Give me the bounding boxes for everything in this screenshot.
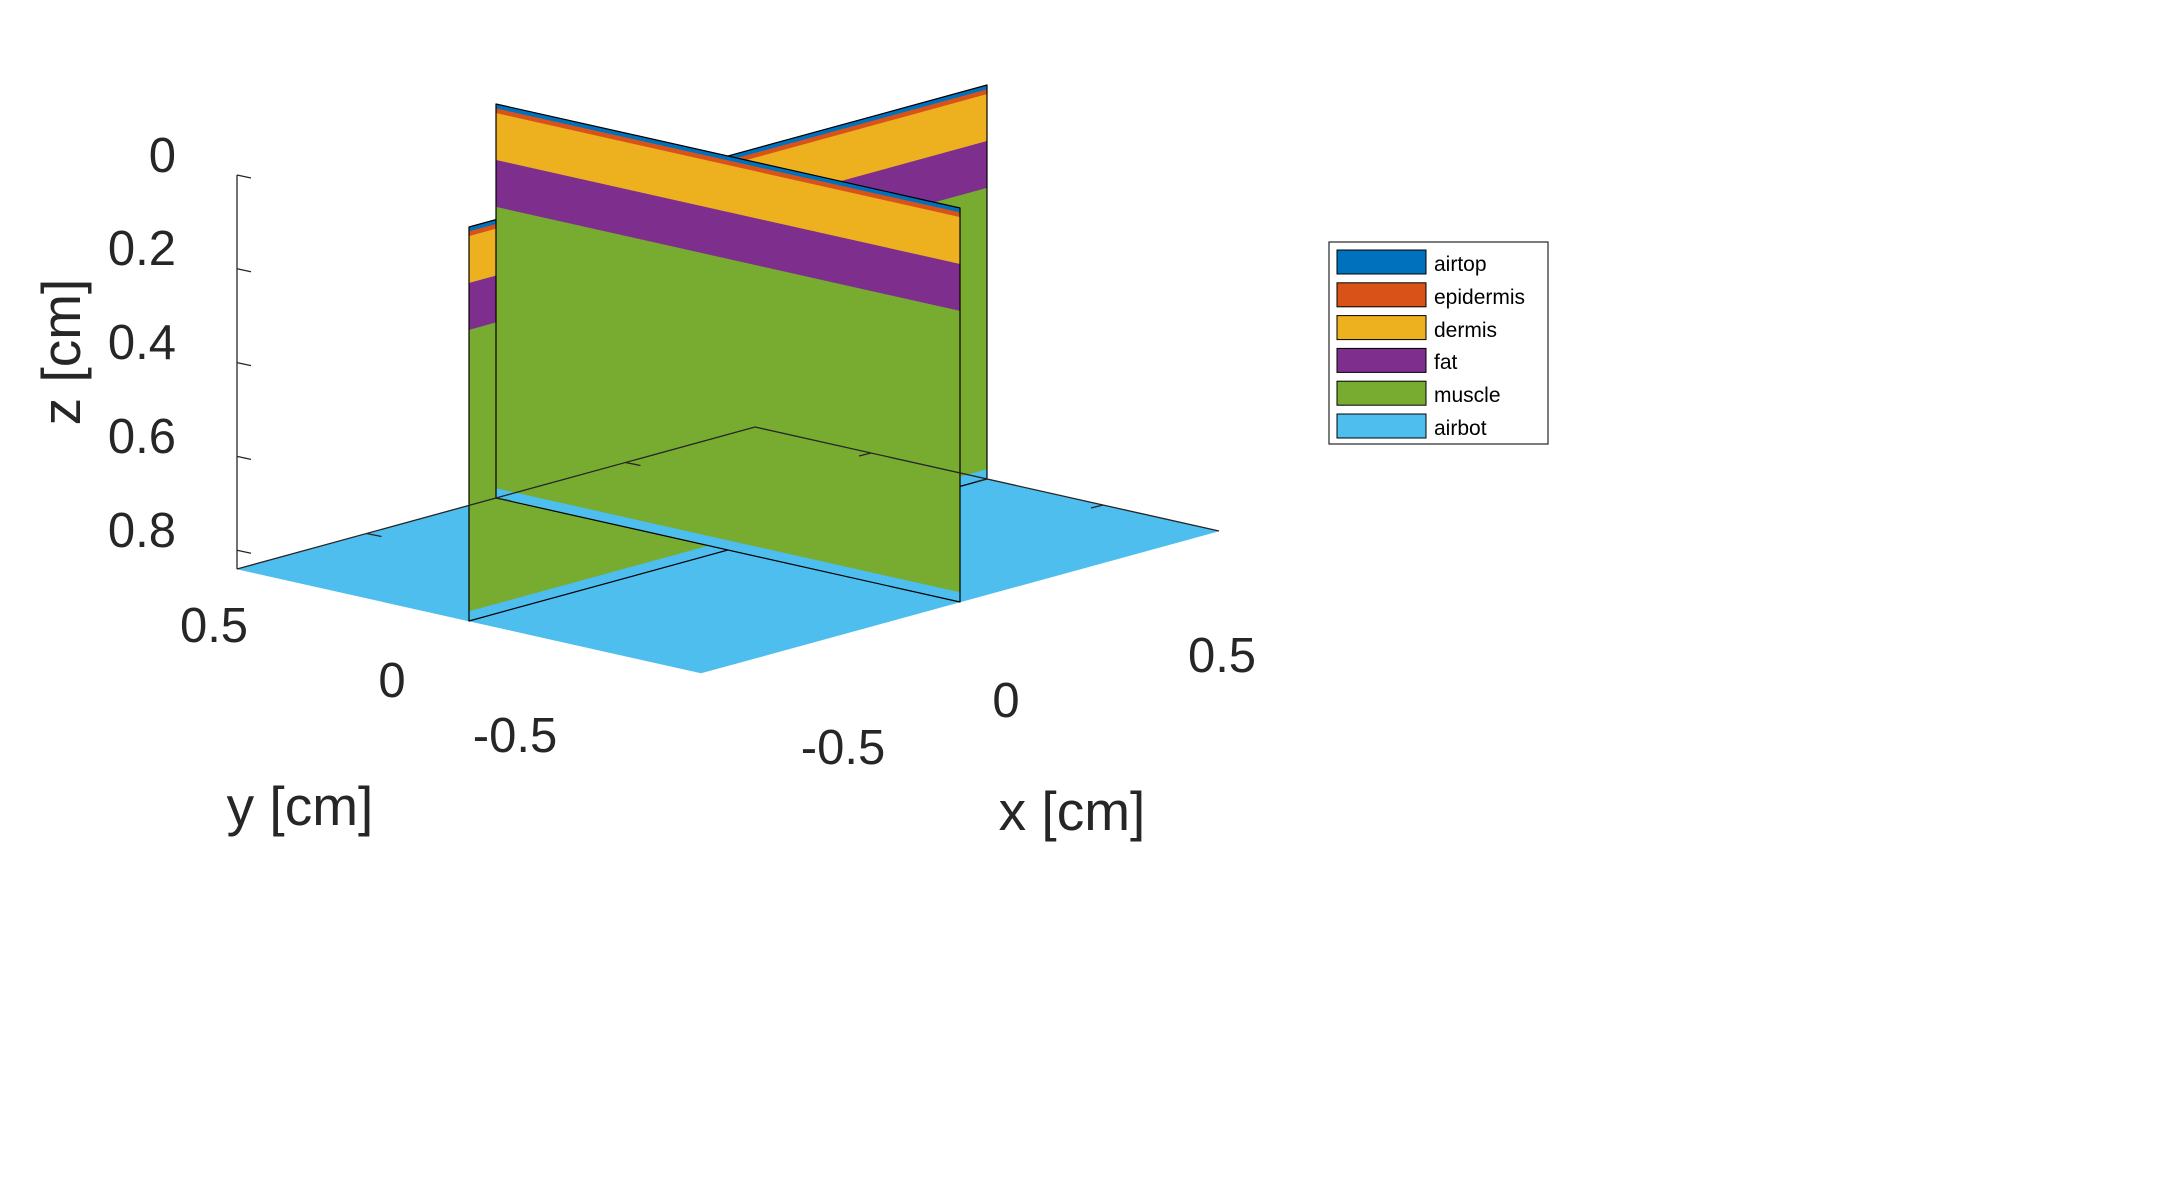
z-tick-label: 0.6 <box>108 410 176 464</box>
legend-box <box>1328 241 1549 445</box>
legend-swatch-muscle <box>1336 380 1427 406</box>
z-tick <box>236 268 252 273</box>
z-tick-label: 0 <box>149 129 176 183</box>
z-axis-label: z [cm] <box>30 279 92 426</box>
chart: 0 0.2 0.4 0.6 0.8 0.5 0 -0.5 -0.5 0 0.5 … <box>30 84 1549 842</box>
legend-swatch-dermis <box>1336 315 1427 341</box>
legend-label: dermis <box>1434 319 1497 342</box>
legend-swatch-fat <box>1336 347 1427 373</box>
legend-swatch-airtop <box>1336 249 1427 275</box>
y-tick-label: 0 <box>378 654 405 708</box>
y-tick <box>495 497 512 502</box>
x-tick-label: 0 <box>992 674 1019 728</box>
legend-label: muscle <box>1434 384 1501 407</box>
axes-group <box>236 174 1220 570</box>
z-tick-label: 0.4 <box>108 316 176 370</box>
z-tick <box>236 549 252 554</box>
x-tick-label: -0.5 <box>801 721 885 775</box>
legend-label: airtop <box>1434 253 1487 276</box>
z-tick <box>236 455 252 461</box>
x-axis-label: x [cm] <box>999 780 1146 842</box>
y-tick <box>625 461 641 467</box>
z-tick-label: 0.8 <box>108 504 176 558</box>
z-tick <box>236 361 252 367</box>
y-tick <box>366 532 382 538</box>
y-slice-outline <box>495 103 961 603</box>
legend-label: fat <box>1434 351 1458 374</box>
legend-swatch-airbot <box>1336 413 1427 439</box>
y-tick-label: 0.5 <box>180 599 248 653</box>
legend: airtop epidermis dermis fat muscle airbo… <box>1328 241 1549 445</box>
z-tick-label: 0.2 <box>108 222 176 276</box>
y-tick-label: -0.5 <box>473 709 557 763</box>
y-axis-label: y [cm] <box>227 775 374 837</box>
legend-label: airbot <box>1434 417 1487 440</box>
z-tick <box>236 174 252 179</box>
x-tick <box>858 452 872 457</box>
x-tick <box>974 478 988 483</box>
y-slice-group <box>495 103 961 603</box>
legend-swatch-epidermis <box>1336 282 1427 308</box>
x-tick-label: 0.5 <box>1188 629 1256 683</box>
legend-label: epidermis <box>1434 286 1525 309</box>
x-tick <box>1090 504 1104 509</box>
